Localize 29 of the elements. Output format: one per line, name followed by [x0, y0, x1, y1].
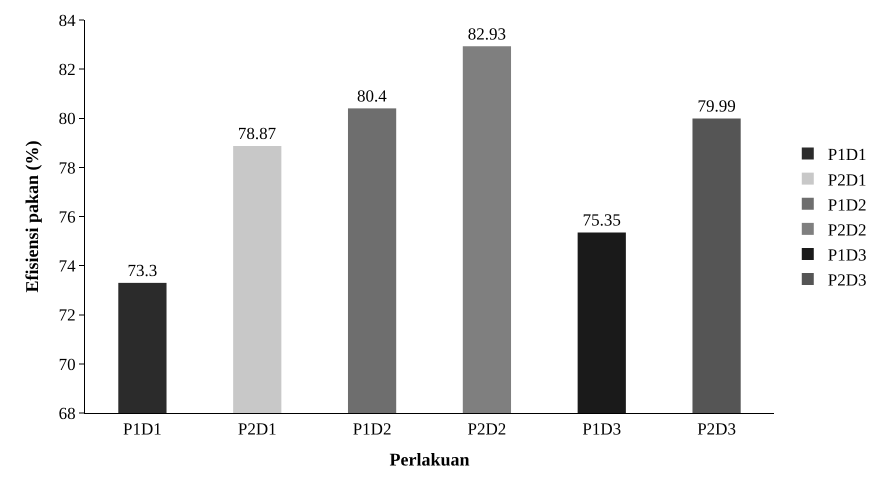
- y-tick-label: 80: [58, 109, 76, 128]
- y-tick-label: 74: [58, 256, 76, 276]
- x-tick-label: P2D2: [468, 419, 506, 438]
- legend-label: P1D3: [828, 246, 867, 265]
- y-tick-label: 68: [58, 404, 76, 423]
- data-label: 78.87: [238, 124, 277, 144]
- data-label: 82.93: [468, 24, 506, 44]
- data-label: 79.99: [697, 96, 736, 116]
- data-label: 80.4: [356, 86, 388, 106]
- legend-label: P2D3: [828, 270, 867, 290]
- y-tick-label: 70: [58, 354, 76, 374]
- x-tick-label: P1D3: [582, 419, 622, 438]
- data-label: 75.35: [582, 210, 621, 230]
- y-tick-label: 72: [58, 306, 76, 325]
- y-axis-title: Efisiensi pakan (%): [22, 140, 42, 293]
- y-tick-label: 82: [58, 60, 76, 80]
- legend-label: P2D1: [828, 170, 867, 190]
- y-tick-label: 78: [58, 158, 76, 178]
- legend-label: P2D2: [828, 220, 867, 240]
- x-tick-label: P1D1: [123, 419, 162, 438]
- x-tick-label: P1D2: [352, 419, 392, 438]
- x-axis-title: Perlakuan: [389, 450, 470, 470]
- data-label: 73.3: [128, 260, 158, 280]
- x-tick-label: P2D1: [238, 419, 277, 438]
- y-tick-label: 76: [58, 207, 76, 226]
- y-tick-label: 84: [58, 10, 76, 30]
- legend-label: P1D1: [828, 145, 867, 164]
- x-tick-label: P2D3: [697, 419, 736, 438]
- legend-label: P1D2: [828, 195, 867, 214]
